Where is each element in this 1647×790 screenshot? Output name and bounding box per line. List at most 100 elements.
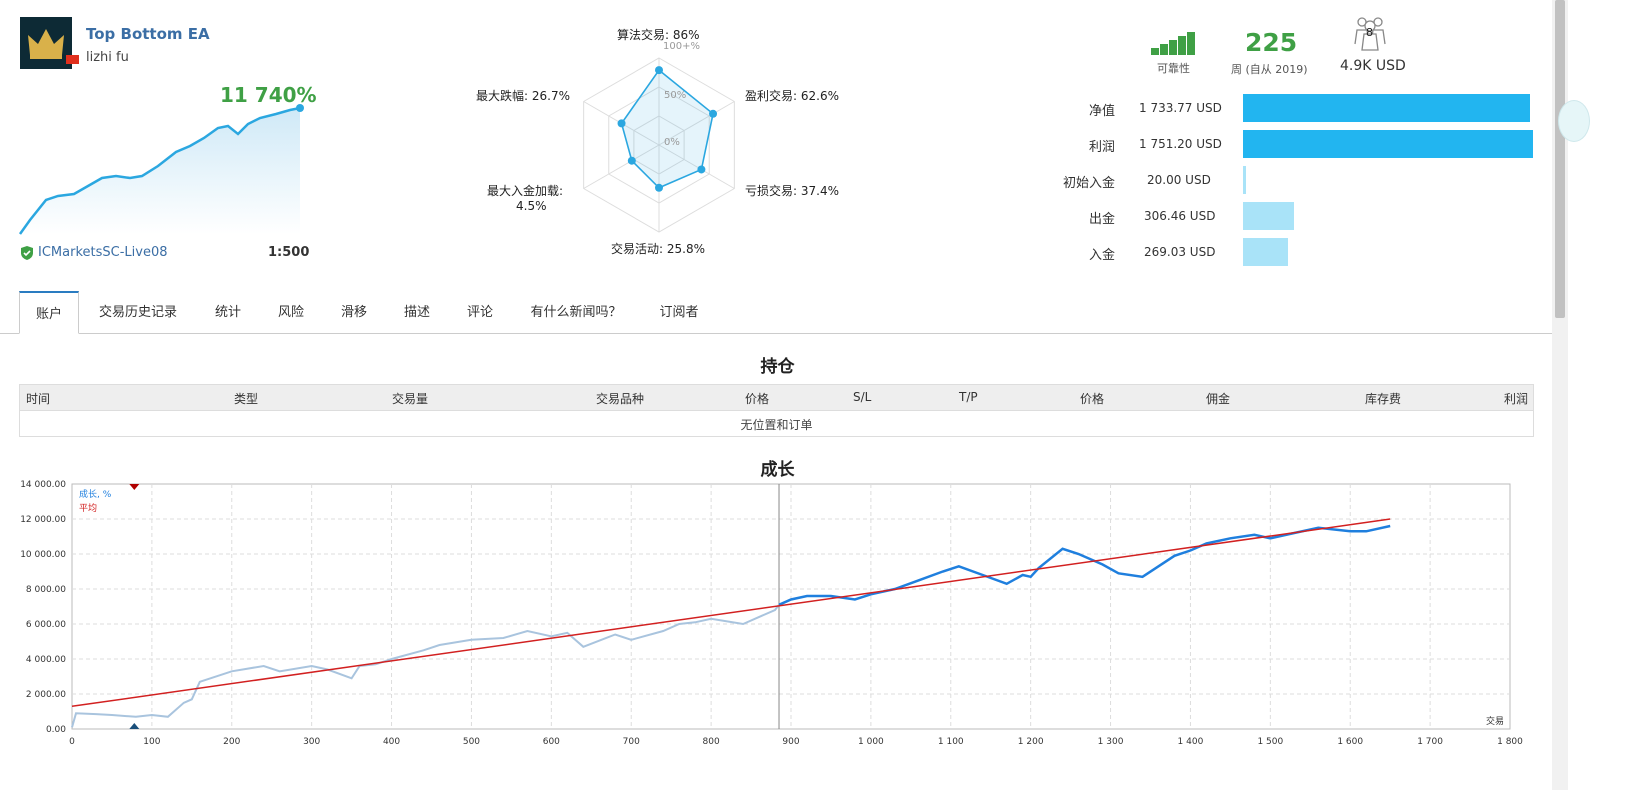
radar-scale-0: 0% bbox=[664, 137, 680, 148]
initial-deposit-label: 初始入金 bbox=[1062, 176, 1115, 191]
profit-label: 利润 bbox=[1088, 140, 1115, 155]
col-volume: 交易量 bbox=[392, 392, 429, 406]
x-tick-label: 1 600 bbox=[1337, 737, 1363, 747]
mini-chart-endpoint bbox=[296, 104, 304, 112]
deposit-value: 269.03 USD bbox=[1144, 245, 1216, 259]
x-tick-label: 1 400 bbox=[1178, 737, 1204, 747]
weeks-count: 225 bbox=[1245, 28, 1298, 57]
col-time: 时间 bbox=[26, 392, 51, 406]
x-tick-label: 1 300 bbox=[1098, 737, 1124, 747]
growth-percent: 11 740% bbox=[220, 83, 317, 107]
positions-table: 时间 类型 交易量 交易品种 价格 S/L T/P 价格 佣金 库存费 利润 无… bbox=[19, 384, 1534, 437]
tab-subscribers[interactable]: 订阅者 bbox=[659, 305, 699, 320]
scrollbar-thumb[interactable] bbox=[1555, 0, 1565, 318]
x-tick-label: 1 200 bbox=[1018, 737, 1044, 747]
broker-server[interactable]: ICMarketsSC-Live08 bbox=[20, 245, 167, 260]
withdrawal-value: 306.46 USD bbox=[1144, 209, 1216, 223]
leverage: 1:500 bbox=[268, 245, 310, 260]
positions-empty-message: 无位置和订单 bbox=[740, 418, 813, 432]
col-price-current: 价格 bbox=[1080, 392, 1105, 406]
growth-chart-title: 成长 bbox=[760, 460, 795, 480]
tab-account[interactable]: 账户 bbox=[19, 291, 79, 334]
tab-reviews[interactable]: 评论 bbox=[466, 305, 493, 320]
col-symbol: 交易品种 bbox=[596, 392, 645, 406]
radar-point bbox=[697, 165, 706, 174]
verified-shield-icon bbox=[21, 245, 33, 260]
y-tick-label: 12 000.00 bbox=[20, 515, 66, 525]
withdrawal-label: 出金 bbox=[1088, 212, 1115, 227]
x-tick-label: 200 bbox=[223, 737, 240, 747]
withdrawal-bar bbox=[1243, 202, 1294, 230]
subscribers-count: 8 bbox=[1366, 26, 1373, 39]
col-profit: 利润 bbox=[1504, 392, 1529, 406]
radar-point bbox=[709, 109, 718, 118]
y-tick-label: 4 000.00 bbox=[26, 655, 66, 665]
series-line-2 bbox=[71, 518, 1391, 708]
x-tick-label: 900 bbox=[782, 737, 799, 747]
y-tick-label: 10 000.00 bbox=[20, 550, 66, 560]
y-tick-label: 2 000.00 bbox=[26, 690, 66, 700]
radar-label-drawdown: 最大跌幅: 26.7% bbox=[476, 89, 570, 103]
col-commission: 佣金 bbox=[1206, 392, 1231, 406]
equity-label: 净值 bbox=[1088, 104, 1115, 119]
signal-logo[interactable] bbox=[20, 17, 72, 69]
equity-value: 1 733.77 USD bbox=[1139, 101, 1222, 115]
equity-bar bbox=[1243, 94, 1530, 122]
y-tick-label: 6 000.00 bbox=[26, 620, 66, 630]
radar-spoke bbox=[583, 144, 660, 189]
legend-growth: 成长, % bbox=[79, 488, 112, 500]
col-price-open: 价格 bbox=[745, 392, 770, 406]
author-name[interactable]: lizhi fu bbox=[86, 50, 129, 65]
subscribers-icon[interactable] bbox=[1350, 14, 1390, 54]
radar-point bbox=[617, 119, 626, 128]
deposit-label: 入金 bbox=[1088, 248, 1115, 263]
tab-risk[interactable]: 风险 bbox=[277, 305, 304, 320]
deposit-marker bbox=[129, 723, 140, 729]
radar-label-load-value: 4.5% bbox=[516, 199, 547, 213]
tab-trade-history[interactable]: 交易历史记录 bbox=[98, 305, 177, 320]
radar-label-load: 最大入金加载: bbox=[487, 184, 564, 198]
x-tick-label: 1 500 bbox=[1257, 737, 1283, 747]
reliability-bars-icon bbox=[1151, 32, 1195, 55]
growth-chart: 0 100 200 300 400 500 600 700 800 900 1 000 1 100 1 … bbox=[20, 480, 1523, 747]
x-tick-label: 1 800 bbox=[1497, 737, 1523, 747]
initial-deposit-value: 20.00 USD bbox=[1147, 173, 1211, 187]
broker-name: ICMarketsSC-Live08 bbox=[38, 245, 168, 260]
radar-point bbox=[655, 183, 663, 192]
profit-value: 1 751.20 USD bbox=[1139, 137, 1222, 151]
weeks-label: 周 (自从 2019) bbox=[1231, 63, 1308, 76]
x-tick-label: 100 bbox=[143, 737, 160, 747]
crown-icon bbox=[20, 17, 72, 69]
radar-point bbox=[627, 156, 636, 165]
tab-statistics[interactable]: 统计 bbox=[214, 305, 241, 320]
initial-deposit-bar bbox=[1243, 166, 1246, 194]
tab-slippage[interactable]: 滑移 bbox=[340, 305, 367, 320]
tab-news[interactable]: 有什么新闻吗？ bbox=[530, 305, 622, 320]
radar-grid bbox=[583, 57, 735, 233]
radar-chart: 算法交易: 86% 盈利交易: 62.6% 亏损交易: 37.4% 交易活动: … bbox=[476, 20, 860, 260]
x-tick-label: 1 000 bbox=[858, 737, 884, 747]
floating-button[interactable] bbox=[1558, 100, 1590, 142]
x-tick-label: 1 100 bbox=[938, 737, 964, 747]
profit-bar bbox=[1243, 130, 1533, 158]
y-tick-label: 8 000.00 bbox=[26, 585, 66, 595]
x-tick-label: 700 bbox=[623, 737, 640, 747]
signal-name[interactable]: Top Bottom EA bbox=[86, 25, 210, 43]
radar-label-activity: 交易活动: 25.8% bbox=[611, 242, 705, 256]
tab-bar: 账户 交易历史记录 统计 风险 滑移 描述 评论 有什么新闻吗？ 订阅者 bbox=[0, 291, 1555, 334]
radar-label-loss: 亏损交易: 37.4% bbox=[745, 184, 839, 198]
radar-scale-50: 50% bbox=[664, 90, 687, 101]
radar-label-profit: 盈利交易: 62.6% bbox=[745, 89, 839, 103]
legend-average: 平均 bbox=[79, 502, 97, 514]
reliability-label: 可靠性 bbox=[1157, 62, 1190, 75]
y-tick-label: 14 000.00 bbox=[20, 480, 66, 490]
positions-title: 持仓 bbox=[760, 357, 795, 377]
china-flag-icon bbox=[66, 55, 79, 64]
radar-spoke bbox=[658, 144, 735, 189]
tab-description[interactable]: 描述 bbox=[403, 305, 430, 320]
subscribers-funds: 4.9K USD bbox=[1340, 58, 1406, 74]
col-type: 类型 bbox=[234, 392, 259, 406]
x-tick-label: 400 bbox=[383, 737, 400, 747]
x-tick-label: 600 bbox=[543, 737, 560, 747]
x-axis-label: 交易 bbox=[1486, 715, 1504, 727]
